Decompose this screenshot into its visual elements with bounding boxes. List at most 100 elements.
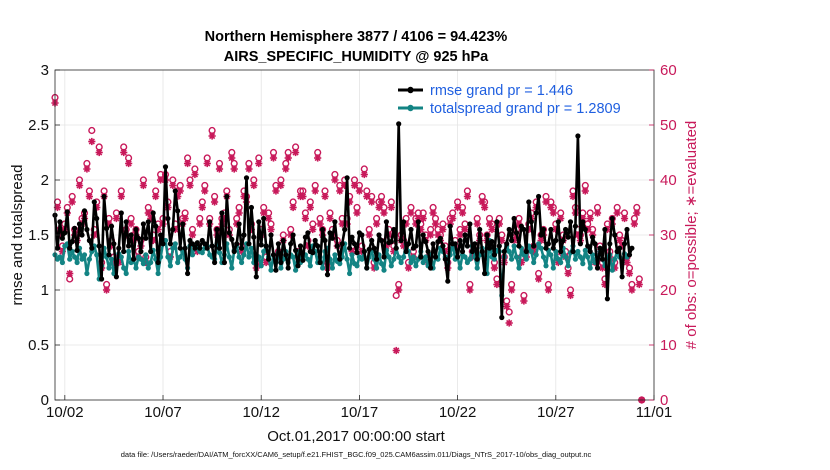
obs-evaluated-point — [203, 159, 211, 168]
totalspread-point — [216, 250, 223, 256]
obs-evaluated-point — [152, 192, 160, 201]
rmse-point — [332, 219, 338, 225]
rmse-point — [165, 215, 171, 222]
rmse-point — [553, 237, 559, 244]
obs-evaluated-point-stroke — [191, 171, 199, 178]
obs-evaluated-point — [620, 214, 629, 223]
obs-evaluated-point — [260, 209, 268, 217]
rmse-point — [167, 241, 173, 247]
rmse-point — [197, 245, 203, 251]
obs-evaluated-point — [183, 159, 192, 168]
obs-evaluated-point — [508, 286, 516, 294]
totalspread-point — [59, 259, 65, 266]
rmse-point — [536, 193, 542, 200]
rmse-point — [366, 246, 372, 252]
rmse-point — [324, 272, 331, 278]
rmse-point — [447, 223, 453, 229]
rmse-point — [428, 265, 434, 271]
rmse-point — [378, 237, 385, 244]
rmse-point — [280, 237, 286, 244]
obs-evaluated-point — [336, 187, 344, 195]
rmse-point — [81, 208, 88, 214]
totalspread-point — [143, 252, 149, 258]
rmse-point — [59, 235, 65, 241]
totalspread-point — [612, 256, 618, 262]
rmse-point — [388, 239, 394, 245]
obs-evaluated-point — [144, 209, 152, 217]
totalspread-point — [121, 265, 127, 271]
totalspread-point — [133, 265, 139, 271]
obs-evaluated-point — [299, 192, 307, 201]
rmse-point — [602, 226, 608, 233]
rmse-point — [121, 248, 127, 255]
rmse-point — [256, 219, 262, 225]
rmse-point — [305, 230, 311, 236]
obs-evaluated-point — [419, 214, 427, 223]
rmse-point — [401, 219, 407, 225]
obs-evaluated-point-stroke — [169, 182, 176, 189]
rmse-point — [135, 235, 142, 241]
rmse-point — [432, 254, 439, 260]
obs-evaluated-point-stroke — [488, 226, 496, 233]
y-tick-label: 1 — [41, 282, 49, 299]
obs-evaluated-point-stroke — [427, 231, 434, 239]
obs-evaluated-point-stroke — [459, 209, 466, 217]
obs-evaluated-point-stroke — [326, 215, 334, 222]
totalspread-point — [329, 265, 335, 271]
obs-evaluated-point — [201, 187, 209, 195]
rmse-point — [175, 208, 181, 214]
rmse-point — [111, 241, 117, 247]
obs-evaluated-point — [473, 220, 481, 228]
totalspread-point — [528, 248, 534, 255]
rmse-point — [364, 265, 370, 271]
obs-evaluated-point — [66, 269, 74, 278]
rmse-point — [342, 226, 348, 233]
rmse-point — [207, 219, 213, 225]
rmse-point — [347, 245, 353, 251]
rmse-point — [229, 236, 235, 242]
rmse-point — [148, 248, 154, 255]
obs-evaluated-point-stroke — [201, 187, 208, 195]
obs-evaluated-point — [427, 231, 435, 239]
y-tick-label: 0 — [41, 392, 49, 409]
rmse-point — [621, 241, 628, 247]
totalspread-point — [467, 256, 473, 262]
totalspread-point — [199, 250, 205, 256]
y-tick-label: 2 — [41, 172, 49, 189]
rmse-point — [425, 248, 431, 255]
chart-subtitle: AIRS_SPECIFIC_HUMIDITY @ 925 hPa — [224, 49, 489, 65]
obs-evaluated-point — [387, 203, 395, 212]
totalspread-point — [391, 256, 397, 262]
obs-evaluated-point-stroke — [479, 198, 486, 206]
rmse-point — [464, 243, 470, 249]
obs-evaluated-point-stroke — [54, 204, 61, 211]
totalspread-point — [413, 263, 419, 269]
rmse-point — [327, 230, 333, 236]
rmse-line — [53, 122, 634, 319]
rmse-point — [62, 230, 68, 236]
obs-evaluated-point-stroke — [508, 286, 515, 294]
totalspread-point — [307, 263, 313, 269]
totalspread-point — [261, 248, 267, 255]
rmse-point — [153, 223, 159, 229]
obs-evaluated-point-stroke — [356, 187, 363, 195]
totalspread-point — [580, 261, 586, 267]
rmse-point — [612, 232, 618, 238]
rmse-point — [486, 245, 493, 251]
rmse-point — [511, 215, 517, 222]
obs-evaluated-point-stroke — [535, 275, 542, 283]
obs-evaluated-point-stroke — [181, 215, 189, 222]
rmse-point — [329, 235, 335, 241]
totalspread-point — [401, 254, 407, 260]
rmse-point — [170, 226, 176, 233]
rmse-point — [361, 248, 367, 255]
rmse-point — [351, 241, 358, 247]
obs-evaluated-point — [628, 286, 636, 294]
rmse-point — [266, 256, 272, 262]
obs-evaluated-point — [633, 209, 641, 217]
rmse-point — [253, 274, 259, 280]
obs-evaluated-point-stroke — [393, 347, 400, 354]
obs-evaluated-point-stroke — [113, 215, 120, 222]
obs-evaluated-point — [439, 225, 447, 234]
rmse-point — [270, 252, 277, 258]
